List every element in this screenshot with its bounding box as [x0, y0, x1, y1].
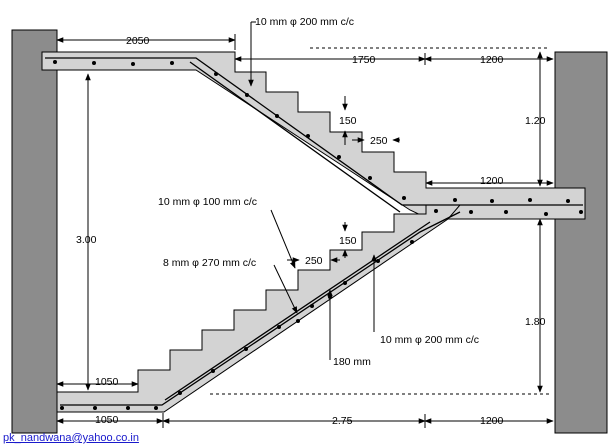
upper-flight-slab [41, 51, 586, 220]
dim-bottom-right: 1200 [480, 415, 504, 427]
dim-tread-lower: 250 [305, 255, 323, 267]
dim-riser-lower: 150 [339, 235, 357, 247]
dim-top-span: 1750 [352, 54, 376, 66]
left-wall [11, 29, 58, 434]
dim-bottom-left: 1050 [95, 414, 119, 426]
dim-height-upper: 1.20 [525, 115, 546, 127]
dim-total-height: 3.00 [76, 234, 97, 246]
rebar-dots [53, 60, 583, 410]
dim-height-lower: 1.80 [525, 316, 546, 328]
label-rebar-distribution: 8 mm φ 270 mm c/c [163, 257, 256, 269]
dim-top-landing: 2050 [126, 35, 150, 47]
label-rebar-bottom: 10 mm φ 200 mm c/c [380, 334, 479, 346]
label-rebar-main-top: 10 mm φ 200 mm c/c [255, 16, 354, 28]
label-waist-thickness: 180 mm [333, 356, 371, 368]
dim-top-right: 1200 [480, 54, 504, 66]
dim-riser-upper: 150 [339, 115, 357, 127]
dim-bottom-span: 2.75 [332, 415, 353, 427]
label-rebar-main-lower: 10 mm φ 100 mm c/c [158, 196, 257, 208]
dim-bottom-landing: 1050 [95, 376, 119, 388]
rebar-lines [45, 57, 583, 406]
dim-mid-landing: 1200 [480, 175, 504, 187]
author-email-link[interactable]: pk_nandwana@yahoo.co.in [3, 432, 139, 444]
dimension-lines [56, 21, 554, 428]
dim-tread-upper: 250 [370, 135, 388, 147]
right-wall [554, 51, 608, 434]
reference-dashes [210, 47, 550, 395]
